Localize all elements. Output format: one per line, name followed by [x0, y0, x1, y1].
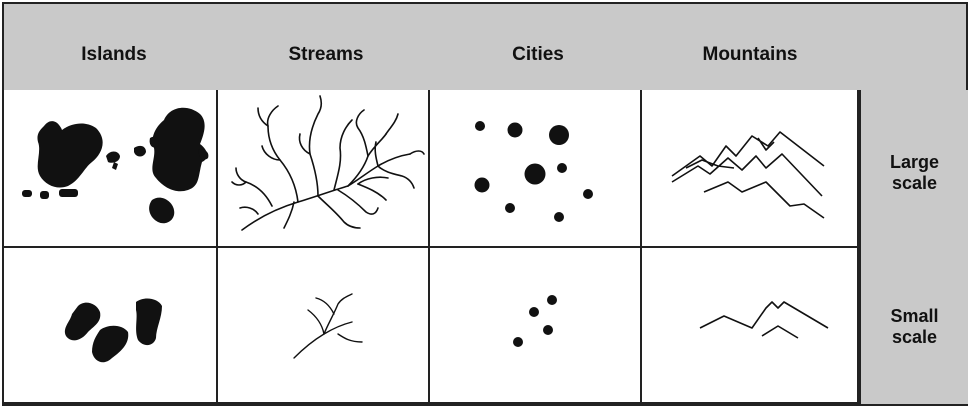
city-dot	[583, 189, 593, 199]
city-dot	[474, 177, 490, 193]
scale-comparison-diagram: Islands Streams Cities Mountains Large s…	[2, 2, 968, 406]
mountain-ridge-line	[761, 325, 799, 339]
mountain-ridge-line	[699, 301, 829, 329]
mountains-large-drawing	[671, 131, 825, 219]
row-header-large-line1: Large	[889, 152, 940, 172]
island-shape	[149, 136, 159, 148]
island-shape	[198, 149, 209, 160]
city-dot	[529, 307, 539, 317]
stream-line	[293, 321, 353, 359]
island-shape	[37, 121, 103, 188]
islands-small-drawing	[64, 298, 162, 363]
mountain-ridge-line	[685, 159, 735, 169]
cities-large-drawing	[474, 121, 593, 222]
cell-islands-small	[4, 248, 218, 404]
island-shape	[92, 325, 129, 363]
cell-streams-large	[218, 90, 430, 248]
city-dot	[549, 125, 569, 145]
row-header-small-line1: Small	[890, 306, 939, 326]
streams-small-drawing	[293, 293, 363, 359]
stream-line	[231, 181, 247, 186]
column-header-bar: Islands Streams Cities Mountains	[4, 4, 966, 92]
island-shape	[40, 191, 49, 199]
stream-line	[385, 113, 399, 135]
stream-line	[298, 133, 311, 155]
row-header-bar: Large scale Small scale	[859, 90, 968, 404]
stream-line	[323, 293, 353, 335]
mountain-ridge-line	[757, 137, 775, 151]
stream-line	[347, 133, 387, 187]
island-shape	[149, 197, 175, 224]
city-dot	[505, 203, 515, 213]
mountains-small-drawing	[699, 301, 829, 339]
stream-line	[308, 95, 323, 197]
stream-line	[317, 195, 361, 229]
cell-islands-large	[4, 90, 218, 248]
row-header-large-line2: scale	[891, 173, 938, 193]
cell-streams-small	[218, 248, 430, 404]
stream-line	[357, 176, 389, 185]
cities-small-drawing	[513, 295, 557, 347]
city-dot	[475, 121, 485, 131]
city-dot	[513, 337, 523, 347]
stream-line	[307, 309, 325, 335]
column-header-mountains: Mountains	[702, 44, 798, 65]
mountain-ridge-line	[671, 131, 825, 177]
island-shape	[64, 302, 101, 341]
stream-line	[257, 107, 269, 127]
city-dot	[543, 325, 553, 335]
islands-large-drawing	[22, 107, 209, 224]
cell-cities-large	[430, 90, 642, 248]
mountain-ridge-line	[671, 153, 823, 197]
stream-line	[355, 109, 369, 157]
stream-line	[337, 333, 363, 343]
city-dot	[557, 163, 567, 173]
cell-mountains-large	[642, 90, 859, 248]
row-header-small-line2: scale	[891, 327, 938, 347]
city-dot	[524, 163, 546, 185]
cell-mountains-small	[642, 248, 859, 404]
stream-line	[357, 183, 387, 201]
stream-line	[377, 165, 415, 189]
row-header-large-scale: Large scale	[861, 152, 968, 194]
column-header-islands: Islands	[81, 44, 147, 65]
island-shape	[59, 189, 78, 197]
city-dot	[547, 295, 557, 305]
stream-line	[337, 189, 379, 215]
island-shape	[134, 145, 146, 157]
stream-line	[315, 297, 335, 315]
stream-line	[374, 141, 379, 167]
island-shape	[22, 190, 32, 197]
island-shape	[136, 298, 162, 346]
stream-line	[266, 105, 299, 203]
cell-cities-small	[430, 248, 642, 404]
mountain-ridge-line	[703, 181, 825, 219]
city-dot	[554, 212, 564, 222]
stream-line	[261, 145, 281, 161]
island-shape	[106, 151, 120, 163]
stream-line	[241, 153, 411, 231]
city-dot	[507, 122, 523, 138]
stream-line	[283, 201, 295, 229]
island-shape	[112, 162, 118, 170]
column-header-cities: Cities	[512, 44, 564, 65]
stream-line	[235, 167, 273, 207]
streams-large-drawing	[231, 95, 425, 231]
stream-line	[409, 150, 425, 155]
stream-line	[333, 119, 353, 191]
stream-line	[239, 206, 259, 215]
row-header-small-scale: Small scale	[861, 306, 968, 348]
column-header-streams: Streams	[288, 44, 364, 65]
island-shape	[152, 107, 208, 192]
